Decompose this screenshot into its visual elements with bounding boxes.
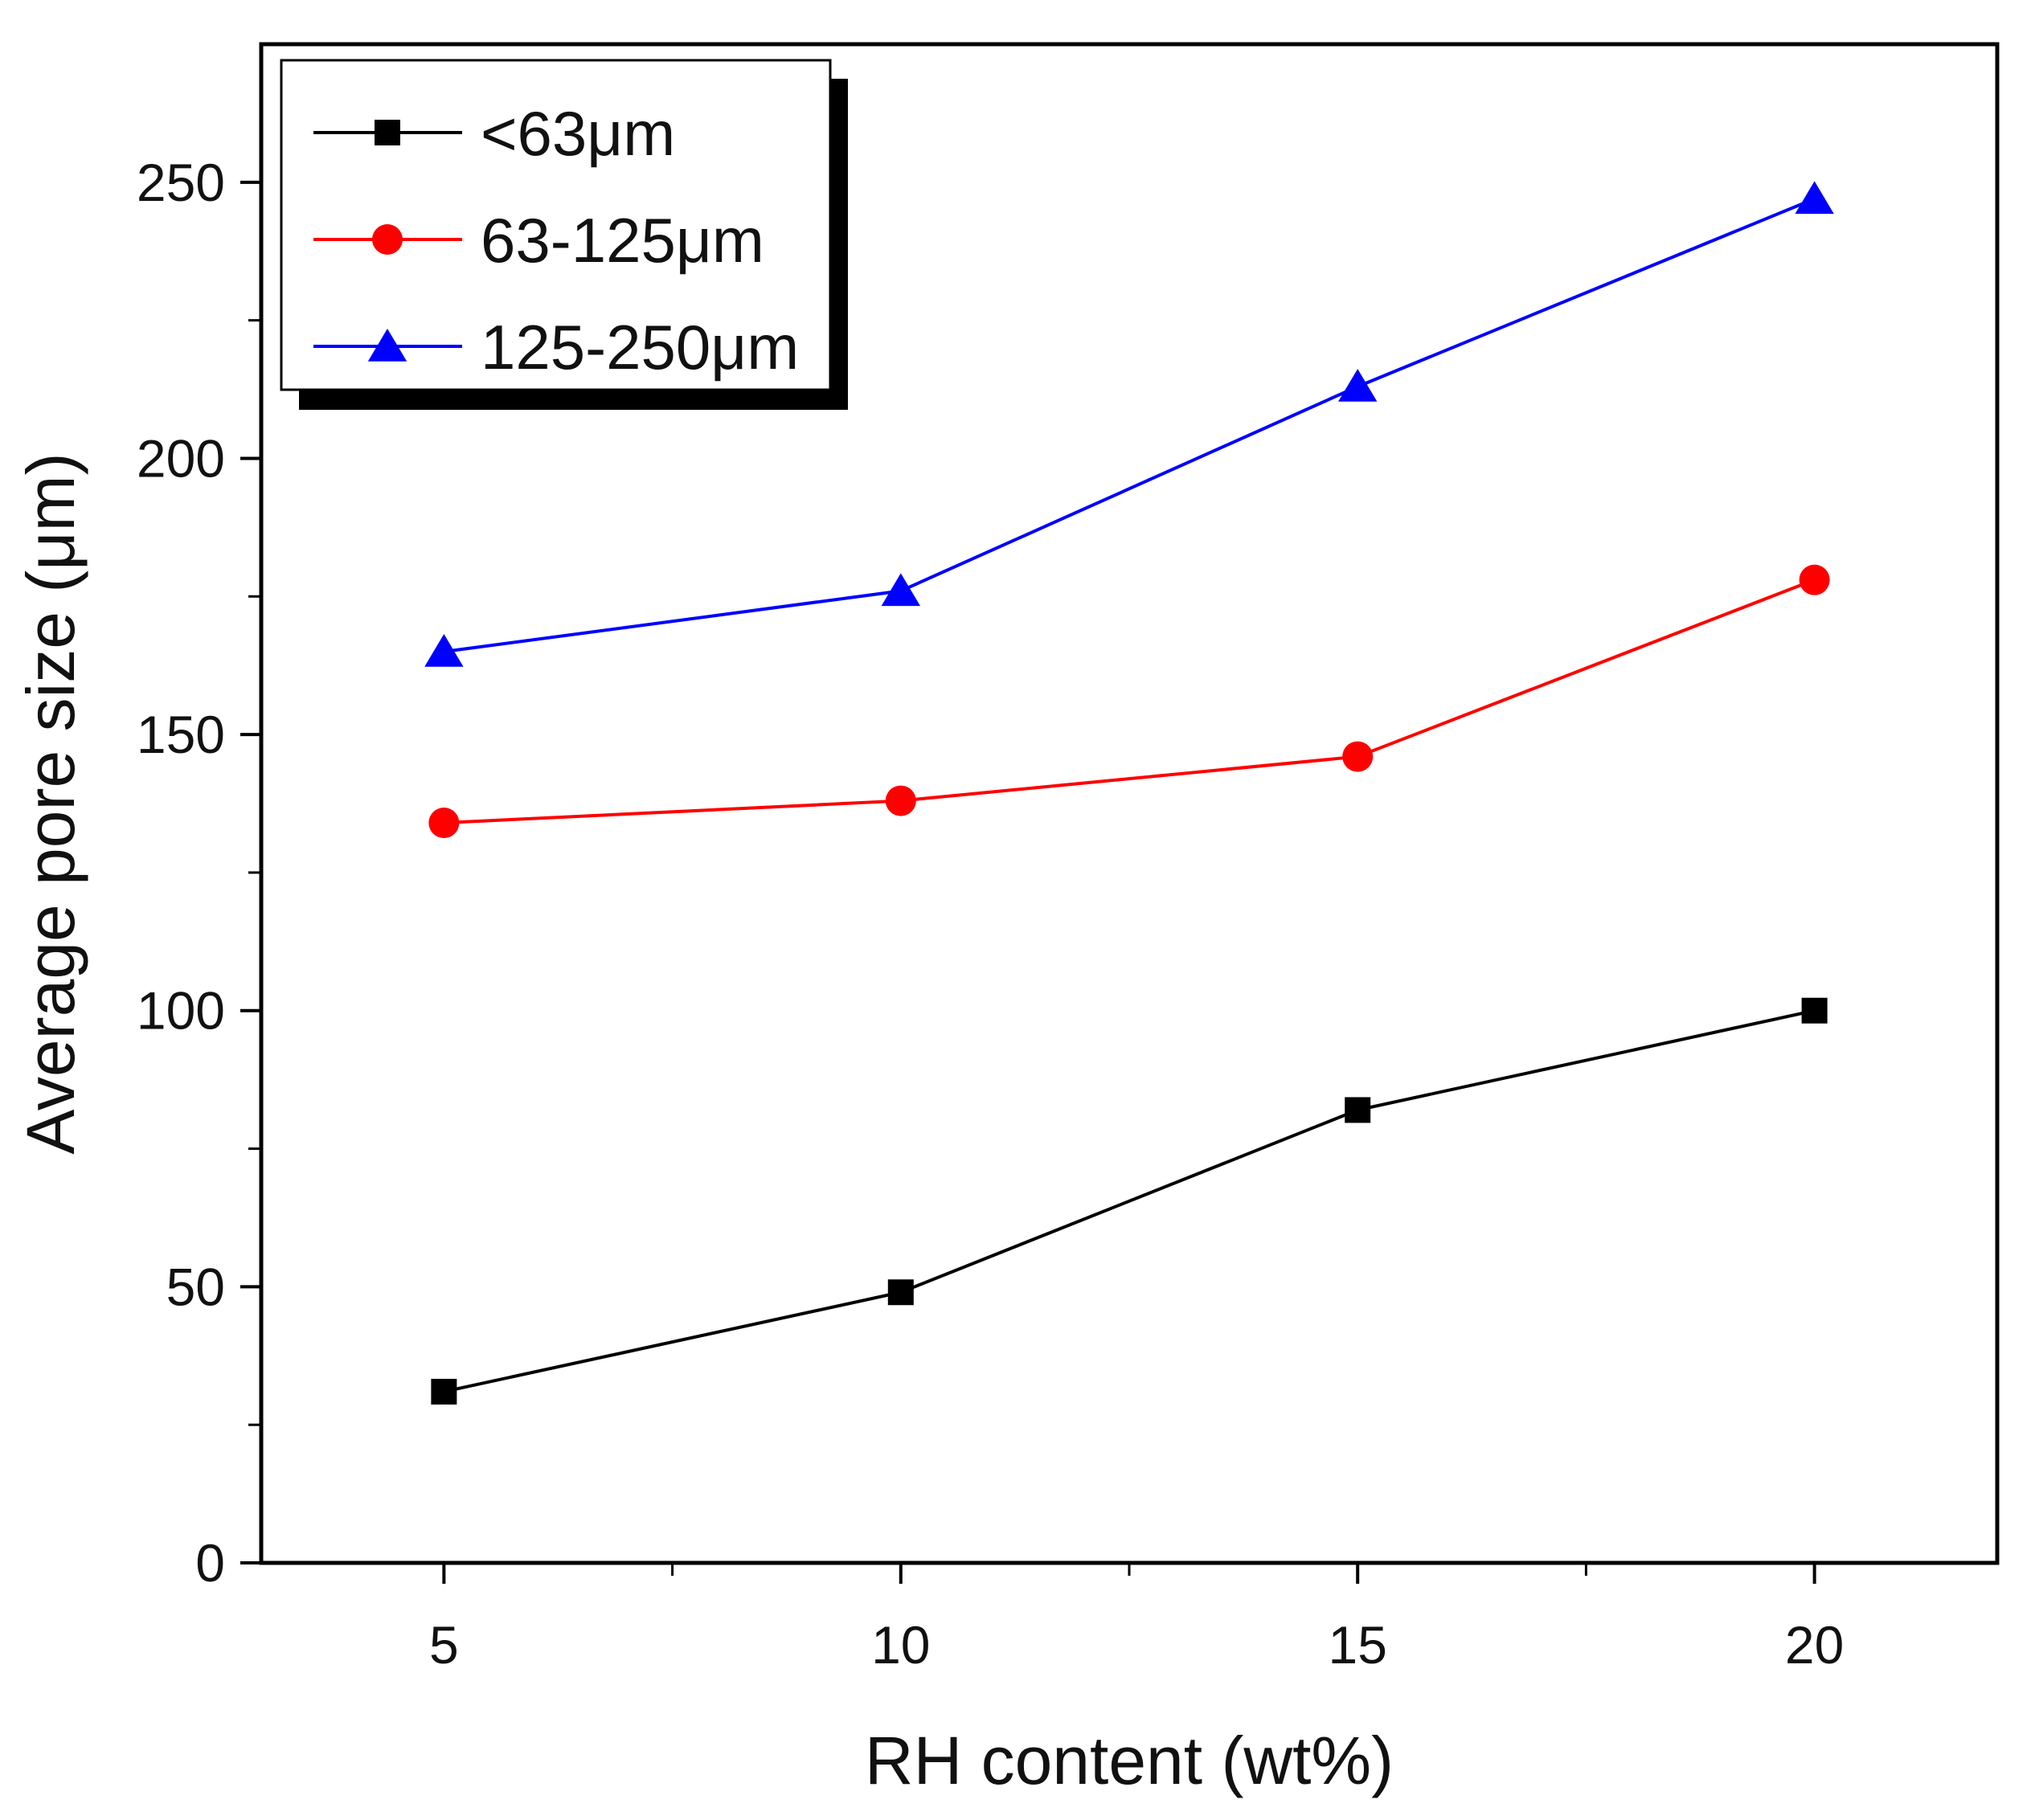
data-point-lt63 [1345, 1097, 1371, 1123]
data-point-63-125 [428, 808, 460, 839]
x-tick-label: 15 [1328, 1615, 1386, 1675]
legend-label-125-250: 125-250μm [481, 312, 799, 382]
legend-label-63-125: 63-125μm [481, 205, 764, 276]
series-layer [424, 181, 1834, 1405]
series-line-125-250 [444, 197, 1816, 653]
y-tick-label: 100 [137, 981, 225, 1041]
y-tick-label: 200 [137, 428, 225, 488]
legend-marker-63-125 [372, 224, 403, 255]
legend-marker-125-250 [367, 329, 407, 362]
y-tick-label: 0 [195, 1533, 225, 1593]
data-point-lt63 [431, 1378, 457, 1405]
y-tick-label: 50 [166, 1257, 225, 1316]
data-point-125-250 [881, 573, 920, 607]
series-line-63-125 [444, 578, 1816, 825]
x-tick-label: 20 [1785, 1615, 1844, 1675]
data-point-lt63 [1801, 997, 1828, 1024]
data-point-63-125 [1799, 564, 1830, 595]
legend-marker-lt63 [375, 120, 400, 145]
y-tick-label: 150 [137, 705, 225, 764]
x-axis-title: RH content (wt%) [865, 1723, 1394, 1798]
legend: <63μm 63-125μm 125-250μm [280, 59, 848, 410]
data-point-63-125 [1342, 741, 1374, 772]
legend-label-lt63: <63μm [481, 98, 675, 169]
data-point-125-250 [1795, 181, 1834, 215]
legend-box [280, 59, 832, 391]
data-point-125-250 [1338, 369, 1378, 402]
data-point-63-125 [885, 785, 916, 816]
x-tick-label: 10 [871, 1615, 930, 1675]
y-tick-label: 250 [137, 153, 225, 212]
data-point-125-250 [424, 634, 464, 667]
y-axis-title: Average pore size (μm) [13, 452, 88, 1154]
x-tick-label: 5 [429, 1615, 459, 1675]
legend-items: <63μm 63-125μm 125-250μm [313, 98, 799, 382]
data-point-lt63 [887, 1279, 914, 1306]
series-line-lt63 [443, 1008, 1816, 1393]
